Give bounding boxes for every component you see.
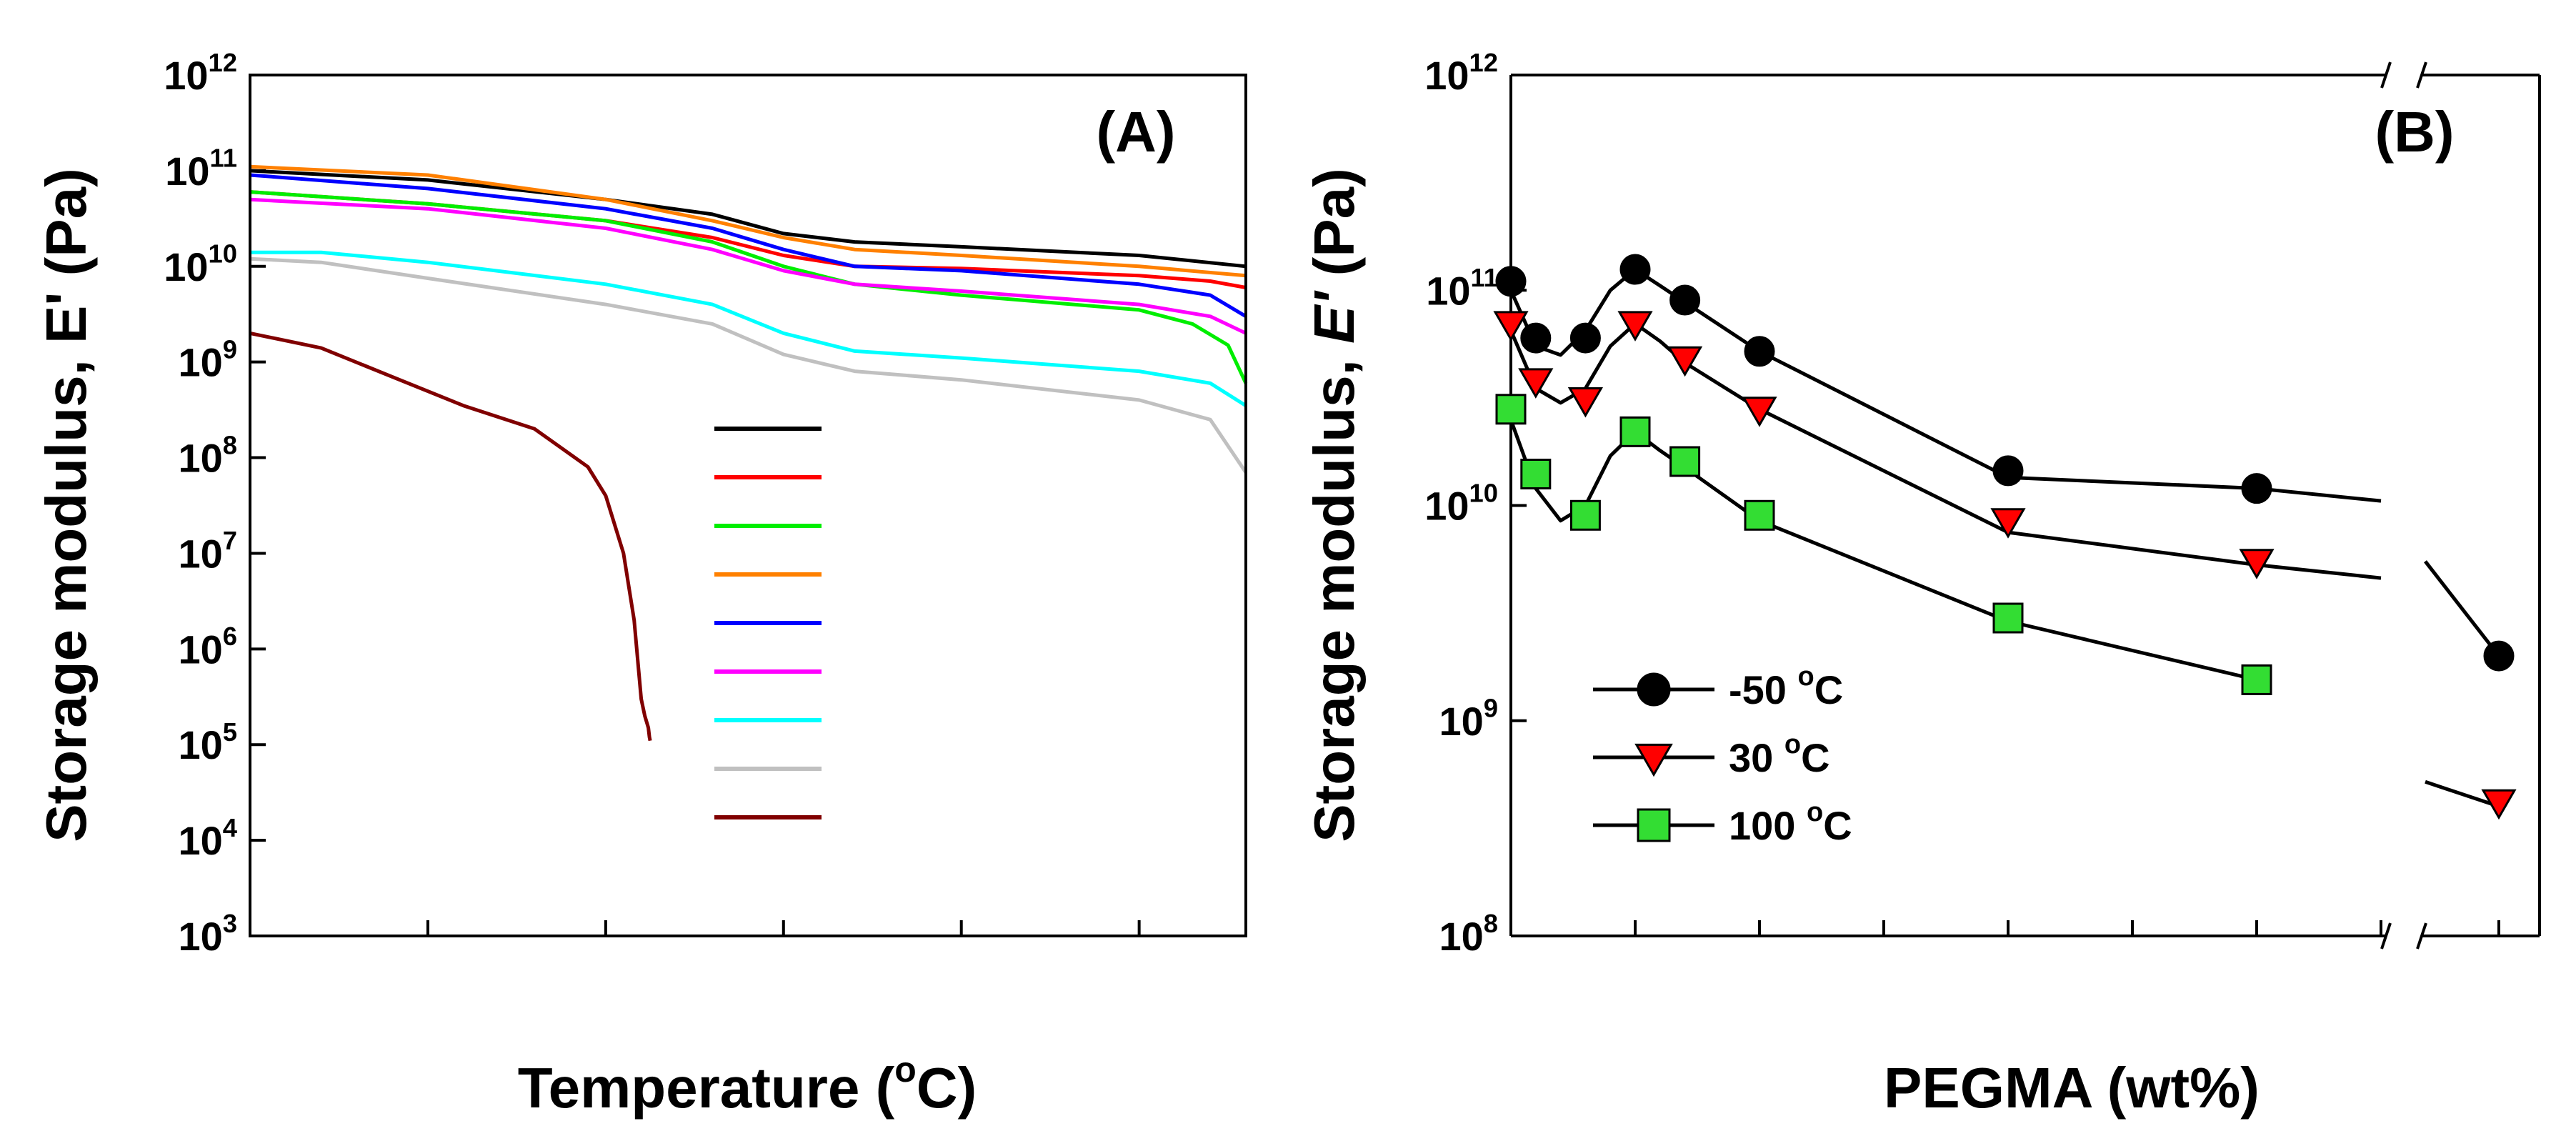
y-tick-label: 1011: [165, 144, 237, 194]
series-line-tlcp: [249, 169, 1247, 269]
y-tick-label: 109: [178, 334, 237, 384]
panel-b-series-layer: [1493, 254, 2517, 820]
y-tick-label: 1010: [1424, 478, 1498, 528]
panel-b-y-axis-label: Storage modulus, E' (Pa): [1302, 168, 1366, 842]
legend-label-30: 30 oC: [1729, 729, 1830, 780]
data-point-100: [1992, 602, 2024, 634]
panel-a-plot-frame: [249, 74, 1247, 937]
series-line-tlcp-e5: [249, 164, 1247, 278]
panel-a-label: (A): [1096, 100, 1175, 164]
panel-b-ticks: 108 109 1010 1011 1012: [1424, 48, 2500, 959]
panel-b-legend: -50 oC 30 oC 100 oC: [1593, 662, 1852, 848]
axis-break-mark: [2380, 61, 2392, 89]
data-point-30: [1567, 387, 1604, 418]
y-tick-label: 106: [178, 622, 237, 672]
panel-b-label: (B): [2375, 100, 2454, 164]
data-point-100: [1744, 499, 1775, 531]
data-point-30: [1518, 368, 1554, 399]
data-point--50: [1669, 284, 1701, 316]
data-point-30: [1617, 311, 1653, 342]
axis-break-mark: [2416, 922, 2427, 950]
y-tick-label: 1011: [1426, 263, 1498, 313]
data-point-100: [1569, 499, 1601, 531]
y-tick-label: 104: [178, 813, 237, 863]
data-point-100: [1495, 394, 1527, 425]
legend-marker-100: [1637, 808, 1671, 842]
panel-a-y-axis-label: Storage modulus, E' (Pa): [34, 168, 98, 842]
y-tick-label: 108: [1439, 909, 1498, 959]
series-line-tlcp-e7: [249, 173, 1247, 318]
data-point--50: [1495, 266, 1527, 297]
fit-line--50: [1509, 267, 2382, 503]
panel-b: 108 109 1010 1011 1012 (B) -50 oC 30 oC 100 oC…: [1302, 48, 2541, 1120]
panel-a-series-layer: [249, 164, 1248, 742]
data-point--50: [2483, 640, 2515, 672]
series-line-pegma: [249, 331, 652, 742]
legend-label-100: 100 oC: [1729, 797, 1852, 848]
y-tick-label: 103: [178, 909, 237, 959]
data-point-30: [1667, 346, 1703, 377]
panel-a-ticks: 103 104 105 106 107 108 109 1010 1011 1012: [164, 48, 1141, 959]
data-point--50: [1992, 455, 2024, 487]
data-point--50: [1520, 322, 1552, 354]
data-point--50: [2241, 473, 2272, 504]
legend-marker-30: [1634, 743, 1673, 777]
panel-a: 103 104 105 106 107 108 109 1010 1011 1012 (A) Te…: [34, 48, 1248, 1120]
data-point-100: [1619, 416, 1651, 447]
y-tick-label: 1012: [1424, 48, 1498, 98]
data-point--50: [1744, 336, 1775, 367]
y-tick-label: 105: [178, 717, 237, 767]
fit-line-30-broken: [2425, 779, 2500, 808]
y-tick-label: 108: [178, 430, 237, 480]
y-tick-label: 1012: [164, 48, 237, 98]
legend-label--50: -50 oC: [1729, 662, 1843, 712]
data-point-100: [1669, 446, 1701, 477]
y-tick-label: 109: [1439, 694, 1498, 744]
series-line-tlcp-e20: [250, 250, 1247, 407]
panel-a-x-axis-label: Temperature (oC): [518, 1050, 977, 1120]
data-point-30: [1493, 311, 1529, 342]
fit-line--50-broken: [2424, 560, 2500, 657]
legend-marker--50: [1637, 672, 1671, 707]
fit-line-30: [1509, 322, 2382, 580]
axis-break-mark: [2416, 61, 2427, 89]
series-line-tlcp-e10: [249, 197, 1247, 335]
series-line-tlcp-e30: [249, 256, 1248, 474]
data-point-30: [1742, 397, 1777, 427]
data-point-30: [2481, 789, 2517, 820]
data-point-100: [1520, 458, 1552, 489]
data-point--50: [1569, 322, 1601, 354]
series-line-tlcp-e3: [249, 190, 1248, 384]
data-point--50: [1619, 254, 1651, 285]
data-point-100: [2241, 664, 2272, 695]
y-tick-label: 107: [178, 526, 237, 576]
panel-a-legend: [714, 427, 822, 819]
data-point-30: [1990, 508, 2026, 539]
data-point-30: [2239, 549, 2275, 579]
y-tick-label: 1010: [164, 239, 237, 289]
axis-break-mark: [2380, 922, 2392, 950]
panel-b-x-axis-label: PEGMA (wt%): [1884, 1056, 2260, 1120]
